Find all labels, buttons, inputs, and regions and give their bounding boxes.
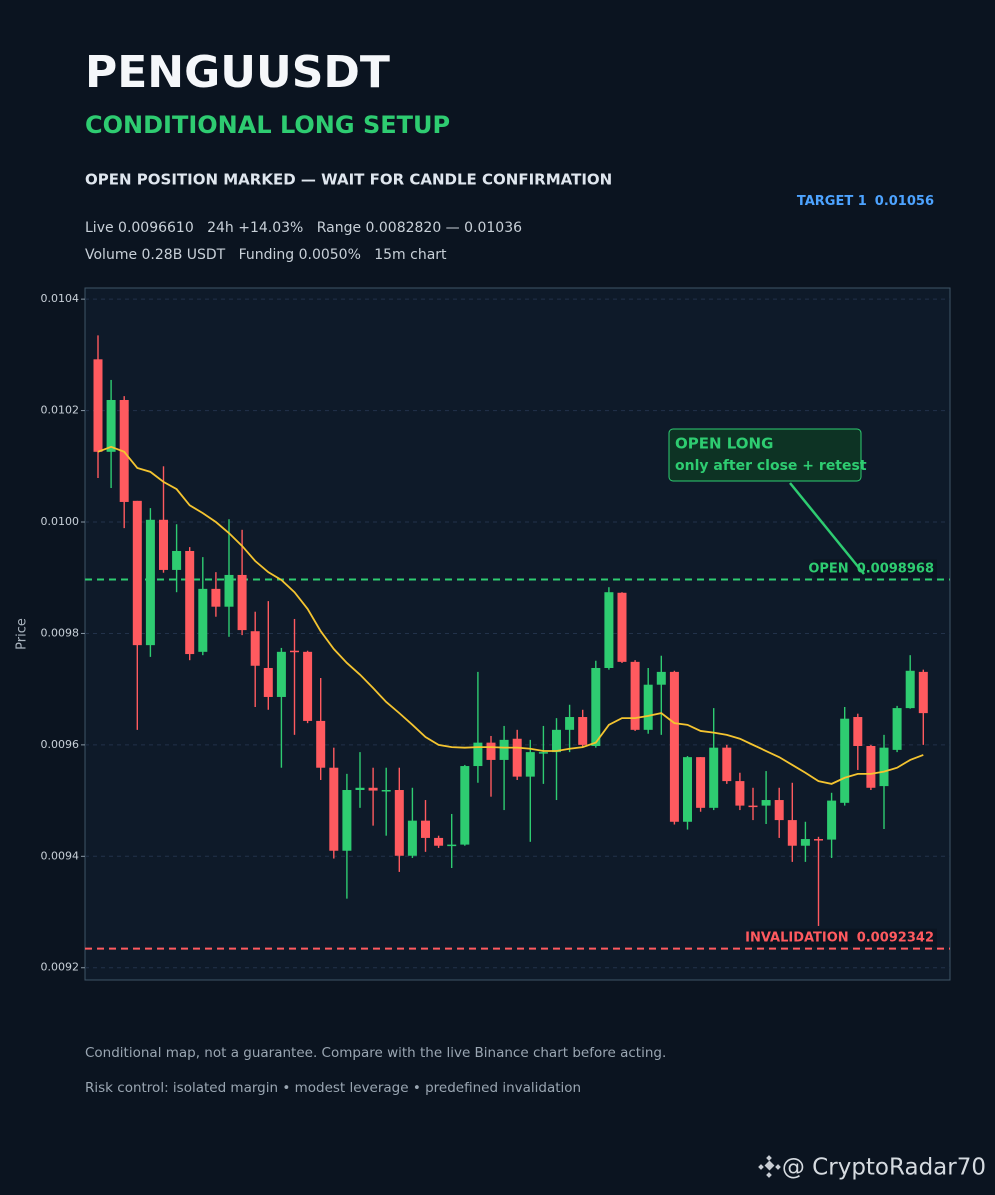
candle-body bbox=[735, 781, 745, 806]
candle-body bbox=[290, 650, 299, 653]
candle-body bbox=[355, 787, 365, 791]
candle-body bbox=[748, 805, 758, 808]
candle-body bbox=[866, 745, 876, 788]
candle-body bbox=[499, 739, 509, 760]
candle-body bbox=[892, 708, 902, 750]
target-name: TARGET 1 bbox=[797, 194, 867, 209]
candle-body bbox=[512, 738, 522, 777]
candle-body bbox=[722, 747, 732, 782]
annotation-arrow bbox=[789, 482, 865, 575]
subtitle: CONDITIONAL LONG SETUP bbox=[85, 111, 450, 139]
candle-body bbox=[774, 800, 784, 821]
footer-note: Conditional map, not a guarantee. Compar… bbox=[85, 1045, 666, 1061]
candle-body bbox=[447, 844, 457, 847]
candle-body bbox=[329, 767, 339, 851]
candle-body bbox=[656, 671, 666, 685]
candle-body bbox=[145, 519, 155, 646]
candle-body bbox=[185, 550, 195, 655]
candle-body bbox=[237, 574, 247, 631]
candle-body bbox=[224, 574, 234, 607]
y-tick-label: 0.0094 bbox=[41, 849, 80, 862]
candle-body bbox=[316, 720, 326, 768]
y-tick-label: 0.0092 bbox=[41, 961, 80, 974]
candle-body bbox=[132, 500, 142, 646]
candle-body bbox=[604, 592, 614, 668]
candle-body bbox=[525, 752, 535, 777]
candle-body bbox=[761, 800, 771, 806]
stats-line: Volume 0.28B USDT Funding 0.0050% 15m ch… bbox=[85, 247, 447, 263]
candle-body bbox=[407, 820, 417, 856]
stats-line: Live 0.0096610 24h +14.03% Range 0.00828… bbox=[85, 220, 522, 236]
candle-body bbox=[303, 651, 313, 721]
target-label: TARGET 1 0.01056 bbox=[797, 194, 934, 209]
candle-body bbox=[159, 519, 168, 570]
candle-body bbox=[172, 550, 182, 570]
plot-area bbox=[84, 287, 951, 981]
candle-body bbox=[827, 800, 837, 840]
y-tick-label: 0.0100 bbox=[41, 515, 80, 528]
candle-body bbox=[696, 757, 706, 808]
level-label: INVALIDATION 0.0092342 bbox=[745, 930, 934, 945]
candle-body bbox=[565, 717, 575, 730]
candle-body bbox=[198, 588, 208, 652]
level-value: 0.0092342 bbox=[857, 930, 934, 945]
candle-body bbox=[918, 671, 928, 714]
candle-body bbox=[538, 752, 548, 754]
candle-body bbox=[787, 820, 797, 846]
candle-body bbox=[421, 820, 430, 838]
candle-body bbox=[263, 667, 273, 697]
candle-body bbox=[683, 757, 692, 822]
candle-body bbox=[905, 670, 915, 709]
watermark-icon bbox=[758, 1155, 781, 1178]
candle-body bbox=[106, 399, 116, 452]
candle-body bbox=[853, 717, 863, 746]
candle-body bbox=[591, 667, 601, 746]
candle-body bbox=[617, 592, 627, 662]
annotation-text: only after close + retest bbox=[675, 458, 867, 474]
level-name: OPEN bbox=[808, 561, 848, 576]
candle-body bbox=[250, 631, 260, 666]
candle-body bbox=[669, 671, 679, 822]
footer-note: Risk control: isolated margin • modest l… bbox=[85, 1080, 581, 1096]
candle-body bbox=[879, 747, 889, 787]
y-tick-label: 0.0096 bbox=[41, 738, 80, 751]
level-label-bg bbox=[750, 928, 937, 947]
candle-body bbox=[276, 651, 286, 697]
level-label-bg bbox=[813, 559, 937, 578]
title: PENGUUSDT bbox=[85, 47, 390, 98]
candle-body bbox=[630, 661, 640, 730]
level-label: OPEN 0.0098968 bbox=[808, 561, 934, 576]
candle-body bbox=[381, 790, 391, 792]
candle-body bbox=[800, 839, 810, 846]
y-axis-label: Price bbox=[15, 618, 30, 650]
chart: 0.0092 0.0094 0.0096 0.0098 0.0100 0.0102 0.01… bbox=[41, 292, 950, 974]
y-tick-label: 0.0098 bbox=[41, 626, 80, 639]
candle-body bbox=[394, 790, 404, 856]
candle-body bbox=[840, 718, 850, 803]
candle-body bbox=[368, 787, 378, 791]
candle-body bbox=[342, 790, 352, 851]
candle-body bbox=[578, 717, 588, 745]
y-tick-label: 0.0102 bbox=[41, 404, 80, 417]
level-value: 0.0098968 bbox=[857, 561, 934, 576]
candle-body bbox=[643, 684, 653, 730]
target-value: 0.01056 bbox=[875, 194, 934, 209]
level-name: INVALIDATION bbox=[745, 930, 849, 945]
annotation-text: OPEN LONG bbox=[675, 435, 773, 453]
candle-body bbox=[460, 766, 470, 845]
candle-body bbox=[486, 742, 496, 760]
watermark: @ CryptoRadar70 bbox=[782, 1155, 986, 1181]
candle-body bbox=[93, 359, 103, 452]
candle-body bbox=[434, 837, 444, 846]
candle-body bbox=[709, 747, 719, 808]
moving-average bbox=[97, 445, 924, 785]
headline: OPEN POSITION MARKED — WAIT FOR CANDLE C… bbox=[85, 171, 612, 189]
candle-body bbox=[473, 742, 483, 767]
candle-body bbox=[814, 839, 823, 841]
candle-body bbox=[552, 729, 561, 753]
y-tick-label: 0.0104 bbox=[41, 292, 80, 305]
annotation-box bbox=[668, 428, 862, 482]
candle-body bbox=[211, 588, 221, 607]
